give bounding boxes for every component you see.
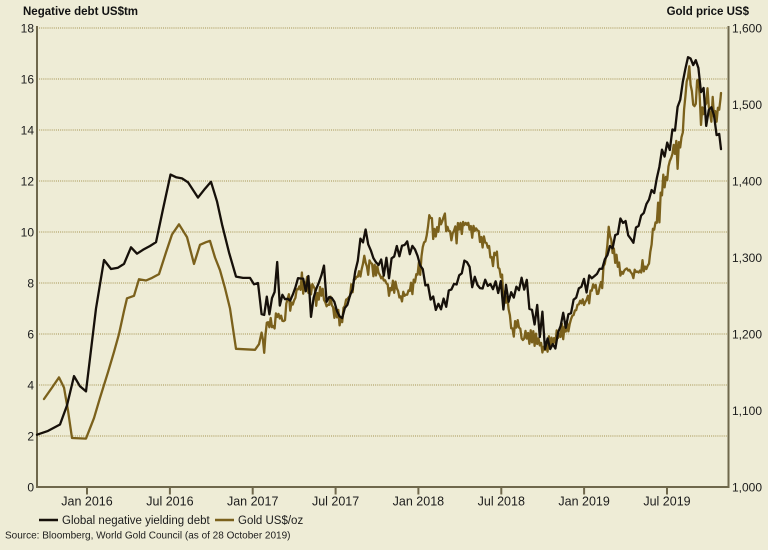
svg-text:Jan 2019: Jan 2019 <box>558 495 609 509</box>
svg-text:Jan 2017: Jan 2017 <box>227 495 278 509</box>
svg-text:Gold US$/oz: Gold US$/oz <box>238 515 303 527</box>
svg-text:Jan 2016: Jan 2016 <box>61 495 112 509</box>
svg-text:Negative debt US$tm: Negative debt US$tm <box>23 6 138 18</box>
svg-text:2: 2 <box>27 429 34 443</box>
svg-text:Jul 2018: Jul 2018 <box>478 495 525 509</box>
svg-text:Jan 2018: Jan 2018 <box>393 495 444 509</box>
svg-text:1,300: 1,300 <box>732 251 762 265</box>
svg-text:10: 10 <box>21 225 35 239</box>
svg-text:1,000: 1,000 <box>732 480 762 494</box>
svg-text:1,600: 1,600 <box>732 21 762 35</box>
svg-text:8: 8 <box>27 276 34 290</box>
svg-text:1,100: 1,100 <box>732 404 762 418</box>
svg-text:6: 6 <box>27 327 34 341</box>
svg-text:Gold price US$: Gold price US$ <box>667 6 750 18</box>
svg-text:Jul 2019: Jul 2019 <box>643 495 690 509</box>
svg-text:1,400: 1,400 <box>732 174 762 188</box>
svg-text:Jul 2017: Jul 2017 <box>312 495 359 509</box>
svg-text:14: 14 <box>21 123 35 137</box>
svg-text:1,200: 1,200 <box>732 327 762 341</box>
svg-text:Source: Bloomberg, World Gold: Source: Bloomberg, World Gold Council (a… <box>5 531 291 542</box>
svg-text:18: 18 <box>21 21 35 35</box>
svg-text:16: 16 <box>21 72 35 86</box>
svg-text:0: 0 <box>27 480 34 494</box>
svg-text:1,500: 1,500 <box>732 98 762 112</box>
svg-text:4: 4 <box>27 378 34 392</box>
svg-text:Jul 2016: Jul 2016 <box>146 495 193 509</box>
svg-text:Global negative yielding debt: Global negative yielding debt <box>62 515 210 527</box>
svg-text:12: 12 <box>21 174 35 188</box>
